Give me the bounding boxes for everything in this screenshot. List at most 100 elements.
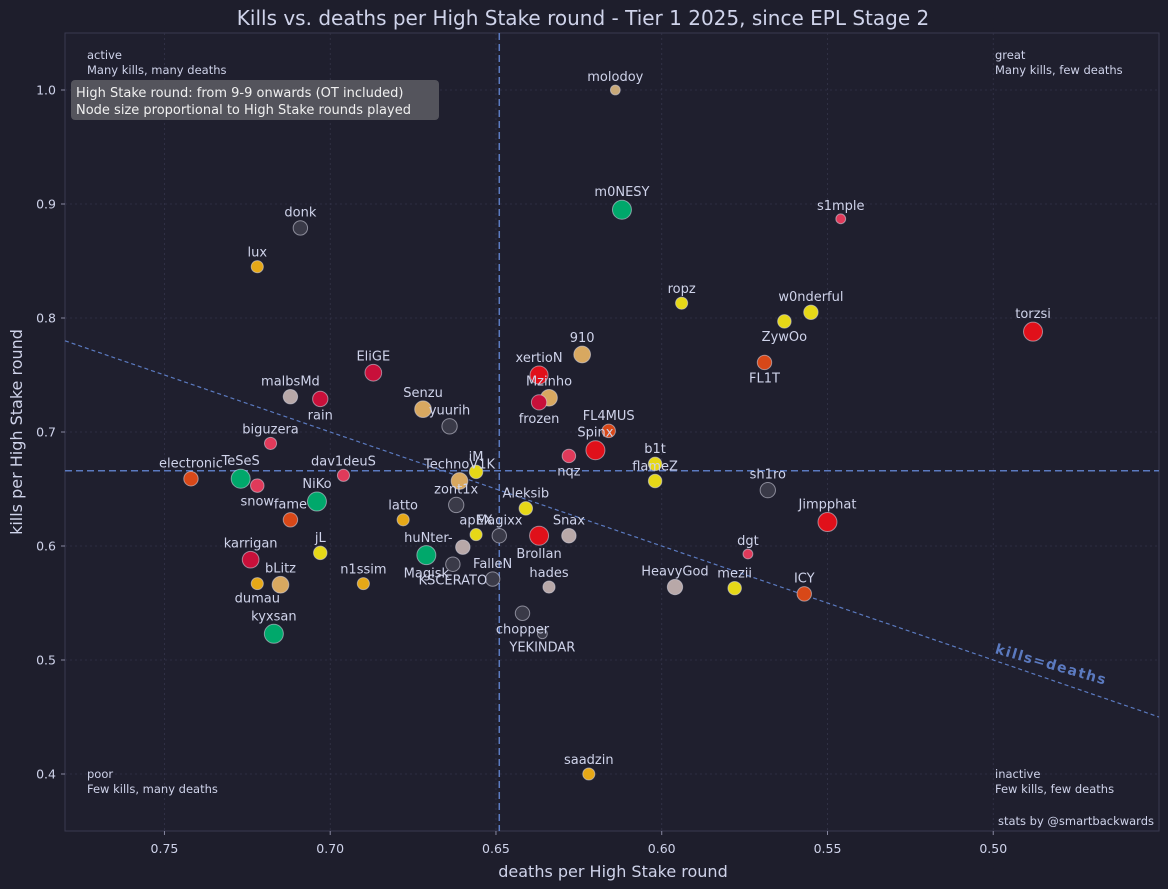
x-tick-label: 0.50 bbox=[979, 841, 1007, 856]
data-point bbox=[282, 388, 299, 405]
data-point bbox=[336, 468, 351, 482]
info-box bbox=[71, 80, 439, 120]
point-label: FalleN bbox=[473, 557, 512, 572]
y-tick-label: 0.6 bbox=[36, 539, 56, 554]
y-tick-label: 1.0 bbox=[36, 83, 56, 98]
point-label: ICY bbox=[794, 572, 815, 587]
point-label: nqz bbox=[557, 465, 580, 480]
point-label: ZywOo bbox=[762, 330, 807, 345]
quadrant-inactive-name: inactive bbox=[995, 767, 1040, 781]
y-tick-label: 0.5 bbox=[36, 653, 56, 668]
info-box-line-1: High Stake round: from 9-9 onwards (OT i… bbox=[76, 86, 403, 101]
point-label: fame bbox=[274, 498, 307, 513]
data-point bbox=[727, 580, 742, 596]
point-label: s1mple bbox=[817, 199, 865, 214]
point-label: b1t bbox=[644, 442, 666, 457]
point-label: TechnoV1K bbox=[423, 458, 495, 473]
point-label: torzsi bbox=[1015, 307, 1051, 322]
point-label: latto bbox=[388, 499, 418, 514]
point-label: yuurih bbox=[429, 404, 470, 419]
data-point bbox=[647, 473, 663, 489]
y-tick-label: 0.4 bbox=[36, 767, 56, 782]
data-point bbox=[491, 528, 507, 544]
data-point bbox=[529, 525, 550, 546]
data-point bbox=[803, 304, 819, 320]
data-point bbox=[611, 199, 632, 220]
data-point bbox=[450, 472, 469, 490]
point-label: Senzu bbox=[403, 386, 443, 401]
x-tick-label: 0.60 bbox=[648, 841, 676, 856]
y-axis-label: kills per High Stake round bbox=[7, 329, 26, 535]
x-tick-label: 0.70 bbox=[316, 841, 344, 856]
data-point bbox=[263, 623, 284, 644]
data-point bbox=[817, 512, 838, 533]
data-point bbox=[561, 528, 577, 544]
point-label: YEKINDAR bbox=[508, 641, 575, 656]
point-label: apEX bbox=[459, 514, 492, 529]
point-label: mezii bbox=[717, 566, 752, 581]
point-label: donk bbox=[284, 206, 316, 221]
data-point bbox=[455, 539, 471, 555]
point-label: molodoy bbox=[587, 70, 643, 85]
data-point bbox=[469, 528, 483, 542]
data-point bbox=[414, 400, 432, 419]
point-label: sh1ro bbox=[750, 467, 786, 482]
data-point bbox=[445, 556, 461, 572]
data-point bbox=[250, 478, 265, 493]
data-point bbox=[364, 363, 383, 382]
data-point bbox=[573, 345, 592, 364]
point-label: snow bbox=[240, 494, 274, 509]
data-point bbox=[530, 394, 548, 411]
point-label: hades bbox=[529, 566, 568, 581]
data-point bbox=[448, 496, 465, 514]
data-point bbox=[647, 456, 663, 472]
quadrant-active-desc: Many kills, many deaths bbox=[87, 63, 226, 77]
data-point bbox=[396, 513, 410, 527]
point-label: Magixx bbox=[476, 514, 523, 529]
point-label: electronic bbox=[159, 457, 223, 472]
data-point bbox=[282, 512, 299, 528]
point-label: NiKo bbox=[302, 477, 331, 492]
point-label: kyxsan bbox=[251, 609, 296, 624]
point-label: jL bbox=[314, 531, 327, 546]
data-point bbox=[263, 436, 278, 450]
data-point bbox=[441, 418, 458, 435]
point-label: ropz bbox=[668, 282, 696, 297]
point-label: biguzera bbox=[242, 422, 299, 437]
quadrant-poor-desc: Few kills, many deaths bbox=[87, 782, 218, 796]
data-point bbox=[609, 84, 621, 96]
point-label: bLitz bbox=[265, 561, 296, 576]
data-point bbox=[250, 260, 264, 274]
y-axis-ticks: 0.4 0.5 0.6 0.7 0.8 0.9 1.0 bbox=[36, 83, 65, 782]
point-label: TeSeS bbox=[221, 454, 260, 469]
info-box-line-2: Node size proportional to High Stake rou… bbox=[76, 103, 411, 118]
data-point bbox=[312, 390, 329, 408]
point-label: iM bbox=[469, 450, 484, 465]
point-label: Mzinho bbox=[526, 374, 572, 389]
data-point bbox=[601, 423, 616, 439]
point-label: KSCERATO bbox=[419, 573, 488, 588]
kills-equals-deaths-line bbox=[64, 340, 1160, 718]
point-label: zont1x bbox=[434, 482, 478, 497]
data-point bbox=[675, 296, 689, 310]
point-label: xertioN bbox=[516, 351, 563, 366]
data-point bbox=[468, 464, 484, 480]
point-label: HeavyGod bbox=[641, 564, 708, 579]
y-tick-label: 0.8 bbox=[36, 311, 56, 326]
quadrant-inactive-desc: Few kills, few deaths bbox=[995, 782, 1114, 796]
data-point bbox=[561, 448, 577, 464]
point-labels: molodoy m0NESY s1mple donk lux ropz w0nderful Z… bbox=[159, 70, 1051, 768]
quadrant-poor-name: poor bbox=[87, 767, 113, 781]
data-point bbox=[250, 577, 264, 591]
x-axis-ticks: 0.75 0.70 0.65 0.60 0.55 0.50 bbox=[151, 831, 1007, 856]
quadrant-active-name: active bbox=[87, 48, 122, 62]
point-label: saadzin bbox=[564, 753, 614, 768]
data-point bbox=[306, 491, 327, 512]
point-label: malbsMd bbox=[261, 374, 320, 389]
point-label: m0NESY bbox=[594, 185, 649, 200]
point-label: EliGE bbox=[356, 349, 390, 364]
data-point bbox=[585, 440, 606, 461]
data-point bbox=[529, 365, 549, 385]
point-label: Snax bbox=[553, 514, 585, 529]
point-label: Brollan bbox=[516, 547, 561, 562]
